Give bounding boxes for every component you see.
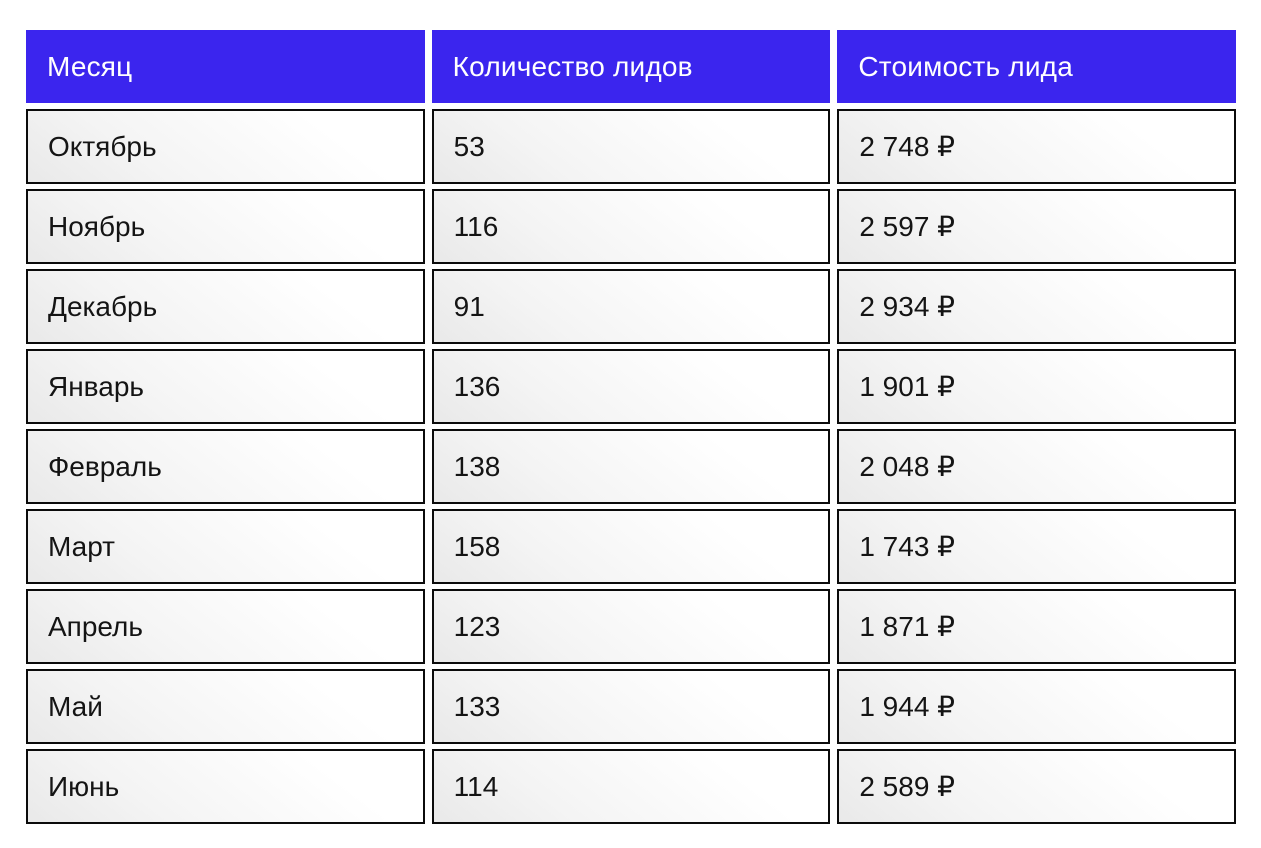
- cell-month: Май: [26, 669, 425, 744]
- cell-month: Октябрь: [26, 109, 425, 184]
- cell-leads-count: 133: [431, 669, 831, 744]
- cell-lead-cost: 1 743 ₽: [837, 509, 1236, 584]
- cell-month: Январь: [26, 349, 425, 424]
- cell-lead-cost: 1 871 ₽: [837, 589, 1236, 664]
- header-cell-lead-cost: Стоимость лида: [837, 30, 1236, 103]
- cell-leads-count: 136: [431, 349, 831, 424]
- cell-lead-cost: 1 944 ₽: [837, 669, 1236, 744]
- cell-lead-cost: 2 934 ₽: [837, 269, 1236, 344]
- cell-month: Март: [26, 509, 425, 584]
- cell-lead-cost: 2 589 ₽: [837, 749, 1236, 824]
- cell-leads-count: 123: [431, 589, 831, 664]
- cell-leads-count: 91: [431, 269, 831, 344]
- cell-leads-count: 114: [431, 749, 831, 824]
- cell-lead-cost: 2 597 ₽: [837, 189, 1236, 264]
- cell-lead-cost: 2 748 ₽: [837, 109, 1236, 184]
- cell-leads-count: 158: [431, 509, 831, 584]
- cell-month: Декабрь: [26, 269, 425, 344]
- cell-lead-cost: 2 048 ₽: [837, 429, 1236, 504]
- cell-month: Ноябрь: [26, 189, 425, 264]
- cell-month: Апрель: [26, 589, 425, 664]
- cell-lead-cost: 1 901 ₽: [837, 349, 1236, 424]
- leads-table: Месяц Количество лидов Стоимость лида Ок…: [26, 30, 1236, 824]
- header-cell-leads-count: Количество лидов: [431, 30, 831, 103]
- cell-month: Февраль: [26, 429, 425, 504]
- cell-leads-count: 53: [431, 109, 831, 184]
- cell-leads-count: 116: [431, 189, 831, 264]
- header-cell-month: Месяц: [26, 30, 425, 103]
- cell-month: Июнь: [26, 749, 425, 824]
- cell-leads-count: 138: [431, 429, 831, 504]
